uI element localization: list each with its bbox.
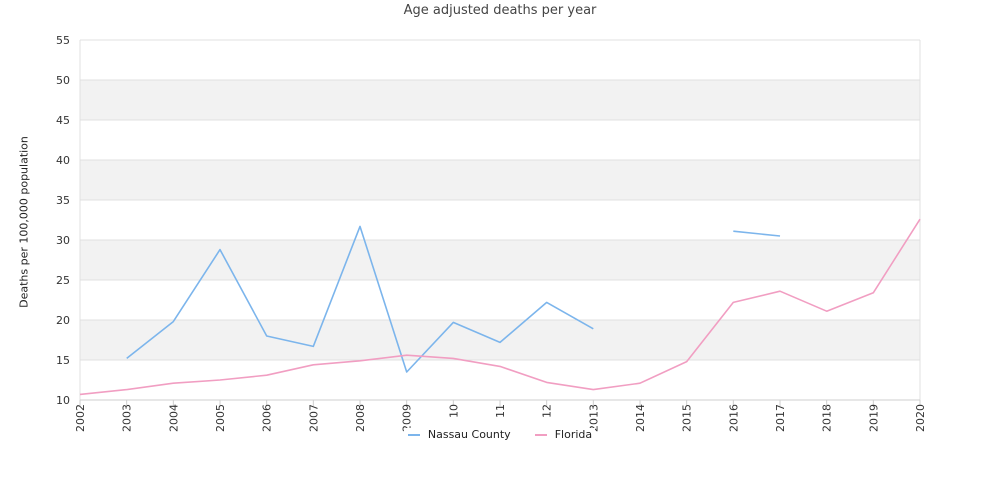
x-tick-label: 2016 [727,404,740,432]
series-line-florida [79,218,921,396]
data-point-florida [591,388,595,392]
data-point-nassau-county [311,344,315,348]
legend-item-nassau-county[interactable]: Nassau County [404,428,514,441]
legend: Nassau County Florida [0,428,1000,441]
data-point-florida [218,378,222,382]
legend-swatch-florida [534,433,547,436]
legend-label-nassau-county: Nassau County [427,428,511,441]
y-tick-label: 20 [56,314,70,327]
x-tick-label: 2003 [121,404,134,432]
data-point-nassau-county [545,300,549,304]
data-point-florida [871,291,875,295]
y-tick-label: 10 [56,394,70,407]
plot-band [80,280,920,320]
x-tick-label: 11 [494,404,507,418]
plot-band [80,160,920,200]
x-tick-label: 2019 [867,404,880,432]
data-point-nassau-county [731,229,735,233]
legend-label-florida: Florida [554,428,593,441]
data-point-florida [451,356,455,360]
data-point-florida [731,300,735,304]
y-tick-label: 30 [56,234,70,247]
data-point-florida [778,289,782,293]
x-tick-label: 12 [541,404,554,418]
x-tick-label: 2009 [401,404,414,432]
data-point-nassau-county [358,224,362,228]
x-tick-label: 2002 [74,404,87,432]
legend-item-florida[interactable]: Florida [531,428,596,441]
data-point-florida [498,364,502,368]
x-tick-label: 2017 [774,404,787,432]
y-tick-label: 15 [56,354,70,367]
x-tick-label: 10 [447,404,460,418]
x-tick-label: 2005 [214,404,227,432]
plot-band [80,240,920,280]
data-point-florida [358,359,362,363]
data-point-florida [78,392,82,396]
x-tick-label: 2004 [167,404,180,432]
data-point-florida [545,380,549,384]
data-point-nassau-county [265,334,269,338]
x-tick-label: 2018 [821,404,834,432]
x-tick-label: 2013 [587,404,600,432]
data-point-florida [825,309,829,313]
data-point-florida [685,360,689,364]
data-point-nassau-county [591,327,595,331]
data-point-florida [171,381,175,385]
chart-title: Age adjusted deaths per year [403,3,597,18]
x-tick-label: 2015 [681,404,694,432]
y-tick-label: 25 [56,274,70,287]
series-line-nassau-county [733,230,781,237]
y-tick-label: 45 [56,114,70,127]
y-tick-label: 40 [56,154,70,167]
x-tick-label: 2006 [261,404,274,432]
plot-band [80,80,920,120]
y-tick-label: 55 [56,34,70,47]
x-tick-label: 2008 [354,404,367,432]
data-point-nassau-county [171,320,175,324]
data-point-florida [405,353,409,357]
data-point-florida [125,388,129,392]
x-tick-label: 2014 [634,404,647,432]
plot-band [80,320,920,360]
plot-band [80,40,920,80]
data-point-nassau-county [778,234,782,238]
data-point-nassau-county [451,320,455,324]
data-point-florida [638,381,642,385]
series-line-nassau-county [126,225,594,373]
plot-band [80,200,920,240]
y-tick-label: 50 [56,74,70,87]
data-point-nassau-county [405,370,409,374]
data-point-florida [311,363,315,367]
x-tick-label: 2020 [914,404,927,432]
y-tick-label: 35 [56,194,70,207]
legend-swatch-nassau-county [407,433,420,436]
data-point-nassau-county [125,356,129,360]
data-point-florida [265,373,269,377]
data-point-nassau-county [498,340,502,344]
plot-band [80,120,920,160]
data-point-nassau-county [218,248,222,252]
data-point-florida [918,217,922,221]
x-tick-label: 2007 [307,404,320,432]
